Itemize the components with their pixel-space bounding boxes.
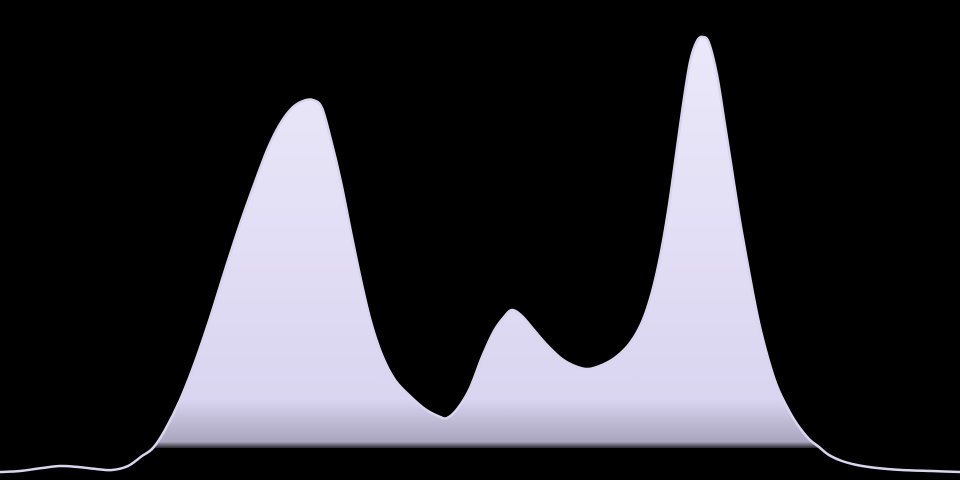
area-fill bbox=[153, 36, 819, 449]
density-curve-line bbox=[0, 35, 960, 474]
